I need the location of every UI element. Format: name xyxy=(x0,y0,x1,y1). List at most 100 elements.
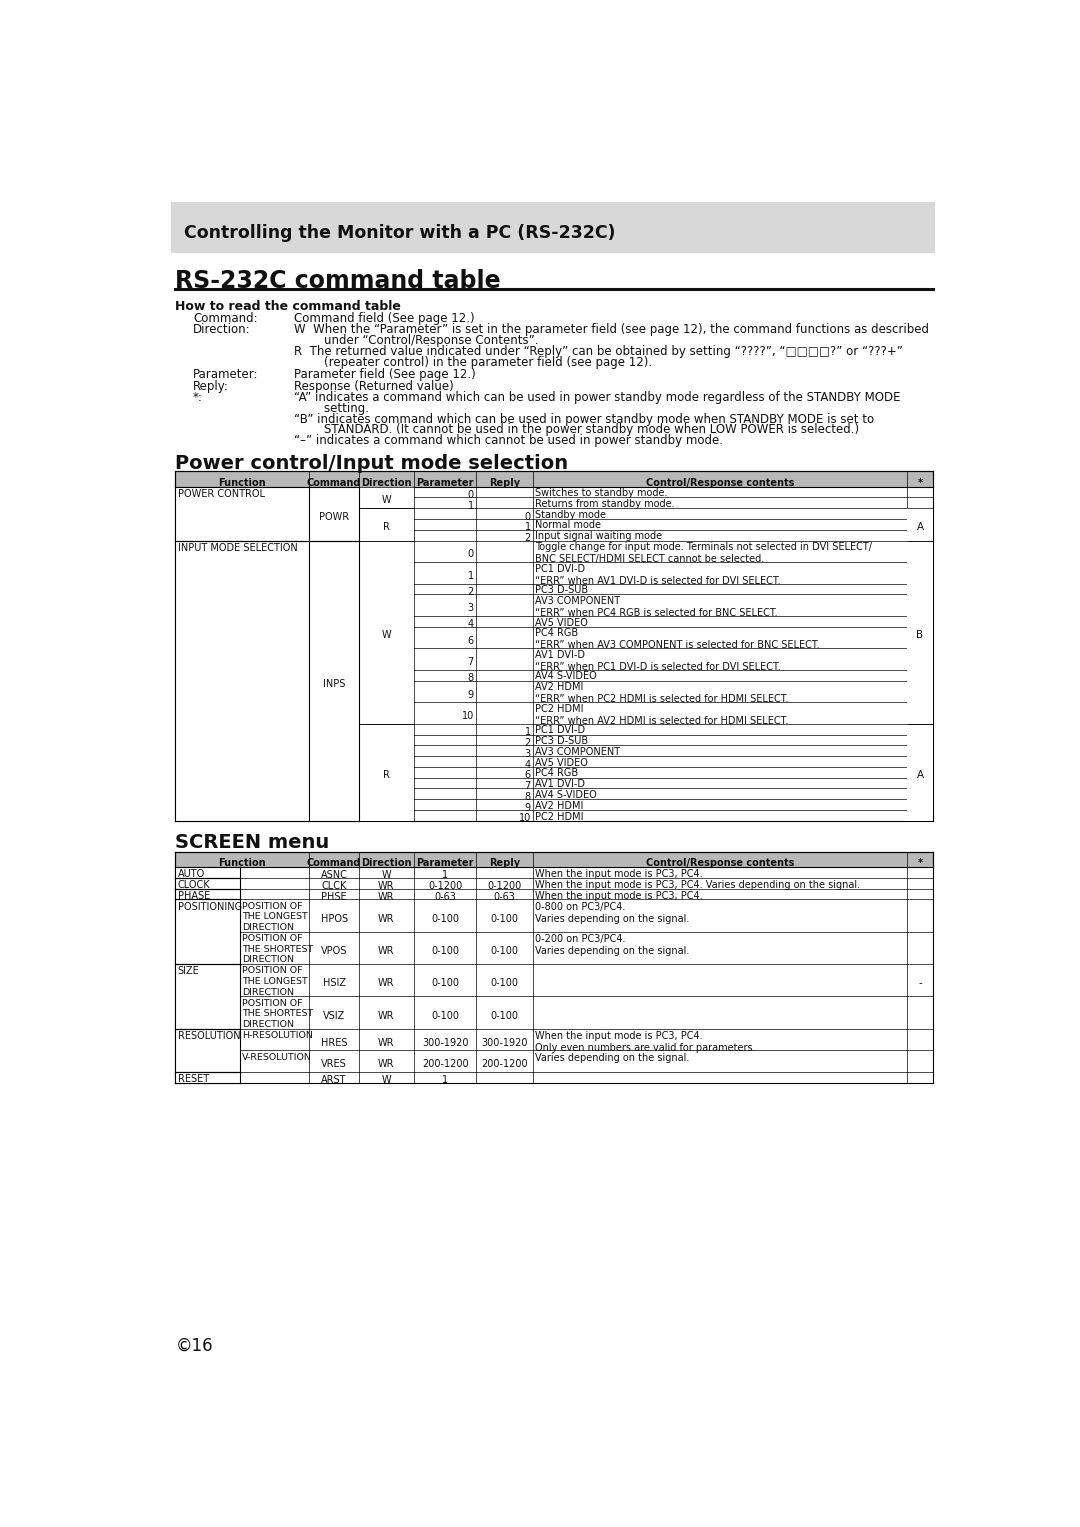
Text: WR: WR xyxy=(378,881,394,892)
Text: AUTO: AUTO xyxy=(177,869,205,880)
Text: 7: 7 xyxy=(525,782,530,791)
Bar xyxy=(175,487,310,541)
Bar xyxy=(175,1029,240,1072)
Text: 6: 6 xyxy=(525,770,530,780)
Text: 2: 2 xyxy=(525,738,530,748)
Text: WR: WR xyxy=(378,945,394,956)
Text: ARST: ARST xyxy=(322,1075,347,1086)
Text: H-RESOLUTION: H-RESOLUTION xyxy=(242,1031,313,1040)
Text: 6: 6 xyxy=(468,635,474,646)
Text: VPOS: VPOS xyxy=(321,945,348,956)
Text: 1: 1 xyxy=(442,1075,448,1086)
Text: ASNC: ASNC xyxy=(321,870,348,881)
Text: PC4 RGB: PC4 RGB xyxy=(536,768,579,779)
Text: 200-1200: 200-1200 xyxy=(482,1060,528,1069)
Text: 0-100: 0-100 xyxy=(431,945,459,956)
Text: PC1 DVI-D: PC1 DVI-D xyxy=(536,725,585,736)
Text: WR: WR xyxy=(378,913,394,924)
Text: 2: 2 xyxy=(525,533,530,544)
Bar xyxy=(359,487,414,508)
Text: PC2 HDMI: PC2 HDMI xyxy=(536,811,584,822)
Text: 0-100: 0-100 xyxy=(431,1011,459,1020)
Text: V-RESOLUTION: V-RESOLUTION xyxy=(242,1052,312,1061)
Bar xyxy=(175,541,310,822)
Text: HPOS: HPOS xyxy=(321,913,348,924)
Text: *: * xyxy=(918,858,922,869)
Text: 0-63: 0-63 xyxy=(434,892,456,902)
Text: WR: WR xyxy=(378,892,394,902)
Text: Function: Function xyxy=(218,858,266,869)
Text: PC3 D-SUB: PC3 D-SUB xyxy=(536,736,589,747)
Text: 0: 0 xyxy=(468,550,474,559)
Bar xyxy=(907,508,933,541)
Text: RESOLUTION: RESOLUTION xyxy=(177,1031,240,1041)
Text: POWER CONTROL: POWER CONTROL xyxy=(177,489,265,499)
Text: CLCK: CLCK xyxy=(322,881,347,892)
Text: setting.: setting. xyxy=(294,402,369,415)
Text: 10: 10 xyxy=(461,712,474,721)
Text: Standby mode: Standby mode xyxy=(536,510,606,519)
Text: 7: 7 xyxy=(468,657,474,667)
Bar xyxy=(175,889,240,899)
Text: POSITION OF
THE SHORTEST
DIRECTION: POSITION OF THE SHORTEST DIRECTION xyxy=(242,999,313,1029)
Text: 0-1200: 0-1200 xyxy=(428,881,462,892)
Text: Controlling the Monitor with a PC (RS-232C): Controlling the Monitor with a PC (RS-23… xyxy=(184,224,616,241)
Bar xyxy=(175,964,240,1029)
Text: 10: 10 xyxy=(518,814,530,823)
Text: 0-100: 0-100 xyxy=(431,913,459,924)
Text: Reply:: Reply: xyxy=(193,380,229,392)
Text: VRES: VRES xyxy=(321,1060,347,1069)
Text: HRES: HRES xyxy=(321,1037,348,1048)
Text: W: W xyxy=(381,495,391,505)
Text: 8: 8 xyxy=(468,673,474,684)
Text: B: B xyxy=(917,631,923,640)
Text: POSITION OF
THE SHORTEST
DIRECTION: POSITION OF THE SHORTEST DIRECTION xyxy=(242,935,313,965)
Text: AV2 HDMI: AV2 HDMI xyxy=(536,800,584,811)
Bar xyxy=(310,487,359,541)
Text: WR: WR xyxy=(378,1060,394,1069)
Bar xyxy=(359,541,414,724)
Text: PHASE: PHASE xyxy=(177,890,210,901)
Text: AV1 DVI-D
“ERR” when PC1 DVI-D is selected for DVI SELECT.: AV1 DVI-D “ERR” when PC1 DVI-D is select… xyxy=(536,651,781,672)
Text: W: W xyxy=(381,870,391,881)
Text: RS-232C command table: RS-232C command table xyxy=(175,269,501,293)
Text: AV4 S-VIDEO: AV4 S-VIDEO xyxy=(536,789,597,800)
Text: 2: 2 xyxy=(468,586,474,597)
Text: 1: 1 xyxy=(468,501,474,512)
Text: ©16: ©16 xyxy=(175,1336,213,1354)
Text: Input signal waiting mode: Input signal waiting mode xyxy=(536,531,662,541)
Text: PC2 HDMI
“ERR” when AV2 HDMI is selected for HDMI SELECT.: PC2 HDMI “ERR” when AV2 HDMI is selected… xyxy=(536,704,788,725)
Text: “–” indicates a command which cannot be used in power standby mode.: “–” indicates a command which cannot be … xyxy=(294,434,723,447)
Text: 4: 4 xyxy=(468,620,474,629)
Text: 0: 0 xyxy=(468,490,474,499)
Text: 0: 0 xyxy=(525,512,530,522)
Text: 1: 1 xyxy=(525,522,530,533)
Bar xyxy=(907,541,933,724)
Text: RESET: RESET xyxy=(177,1073,208,1084)
Text: 0-100: 0-100 xyxy=(490,979,518,988)
Text: 9: 9 xyxy=(525,803,530,812)
Text: W: W xyxy=(381,1075,391,1086)
Text: When the input mode is PC3, PC4.: When the input mode is PC3, PC4. xyxy=(536,890,703,901)
Text: 300-1920: 300-1920 xyxy=(422,1037,469,1048)
Text: Command: Command xyxy=(307,858,362,869)
Text: Function: Function xyxy=(218,478,266,487)
Text: POWR: POWR xyxy=(319,512,349,522)
Bar xyxy=(172,203,935,252)
Text: Parameter field (See page 12.): Parameter field (See page 12.) xyxy=(294,368,475,382)
Text: 1: 1 xyxy=(525,727,530,738)
Text: CLOCK: CLOCK xyxy=(177,880,211,890)
Text: VSIZ: VSIZ xyxy=(323,1011,346,1020)
Text: When the input mode is PC3, PC4. Varies depending on the signal.: When the input mode is PC3, PC4. Varies … xyxy=(536,880,861,890)
Text: 0-100: 0-100 xyxy=(490,913,518,924)
Text: 0-800 on PC3/PC4.
Varies depending on the signal.: 0-800 on PC3/PC4. Varies depending on th… xyxy=(536,901,690,924)
Text: *: * xyxy=(918,478,922,487)
Text: POSITION OF
THE LONGEST
DIRECTION: POSITION OF THE LONGEST DIRECTION xyxy=(242,967,308,997)
Text: Control/Response contents: Control/Response contents xyxy=(646,858,794,869)
Text: Reply: Reply xyxy=(489,858,521,869)
Text: Control/Response contents: Control/Response contents xyxy=(646,478,794,487)
Text: R  The returned value indicated under “Reply” can be obtained by setting “????”,: R The returned value indicated under “Re… xyxy=(294,345,903,357)
Text: W  When the “Parameter” is set in the parameter field (see page 12), the command: W When the “Parameter” is set in the par… xyxy=(294,324,929,336)
Text: 1: 1 xyxy=(468,571,474,580)
Text: 0-200 on PC3/PC4.
Varies depending on the signal.: 0-200 on PC3/PC4. Varies depending on th… xyxy=(536,935,690,956)
